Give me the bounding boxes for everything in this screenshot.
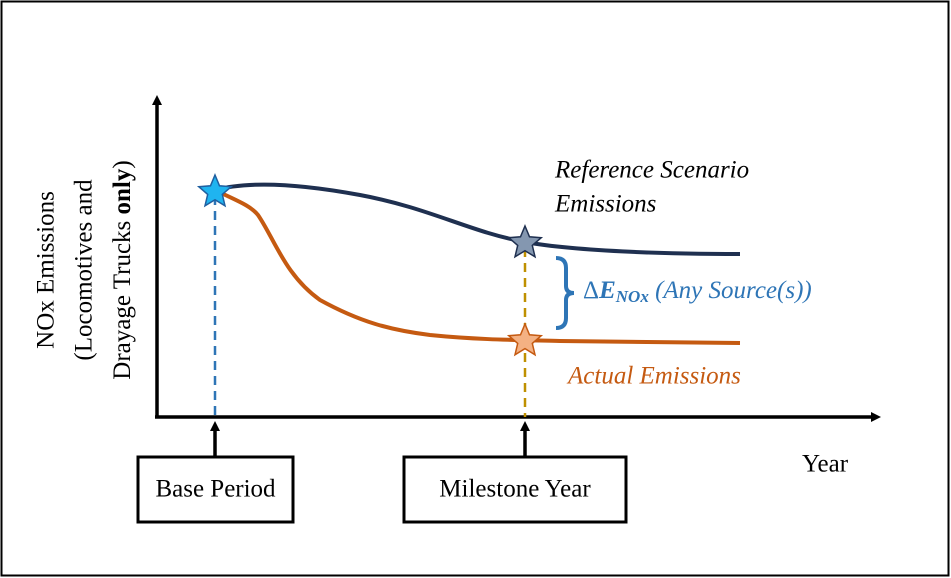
actual-curve — [214, 188, 741, 345]
y-axis-label: NOx Emissions — [33, 191, 60, 349]
delta-note: (Any Source(s)) — [649, 277, 812, 304]
reference-curve — [214, 182, 741, 256]
base-box — [136, 455, 295, 524]
brace — [555, 256, 575, 330]
y-axis-label: (Locomotives and — [71, 179, 98, 361]
box-label: Milestone Year — [439, 476, 591, 503]
delta-label: ΔENOx (Any Source(s)) — [583, 277, 812, 306]
base-star — [196, 173, 234, 208]
box-label: Base Period — [155, 476, 276, 503]
y-label-line: NOx Emissions — [33, 191, 60, 349]
reference-star — [506, 224, 544, 259]
y-label-emphasis: only — [109, 168, 136, 214]
delta-subscript: NOx — [615, 287, 650, 306]
y-axis-label: Drayage Trucks only) — [109, 160, 136, 379]
x-axis-label: Year — [802, 451, 849, 478]
delta-symbol: Δ — [583, 277, 599, 304]
y-label-close: ) — [109, 160, 136, 168]
reference-label: Reference Scenario — [554, 157, 749, 184]
reference-label: Emissions — [554, 191, 656, 218]
y-label-line: (Locomotives and — [71, 179, 98, 361]
actual-label: Actual Emissions — [566, 363, 741, 390]
milestone-box — [402, 455, 628, 524]
y-label-text: Drayage Trucks — [109, 214, 136, 379]
actual-star — [506, 322, 544, 357]
delta-variable: E — [598, 277, 616, 304]
y-label-line: Drayage Trucks only) — [109, 160, 136, 379]
